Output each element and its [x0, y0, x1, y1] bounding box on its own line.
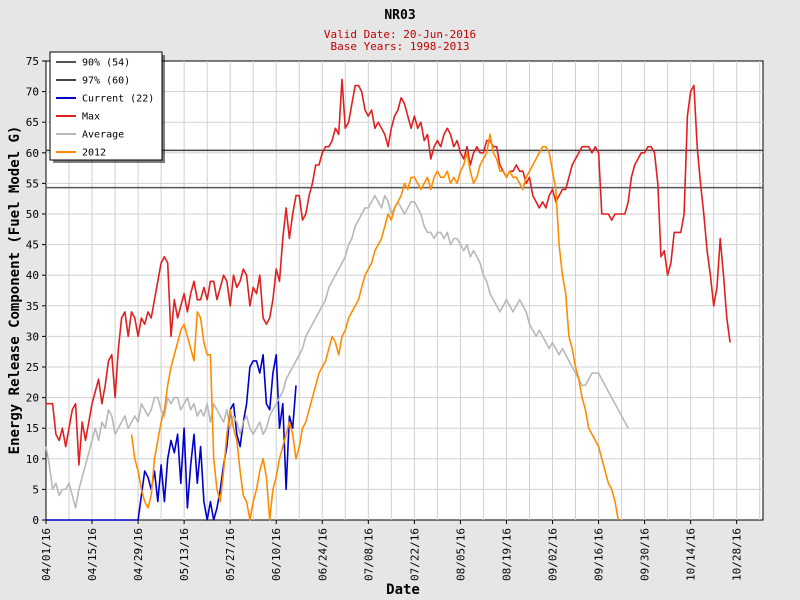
x-tick-label: 04/15/16 [86, 528, 99, 581]
y-tick-label: 15 [26, 422, 39, 435]
x-tick-label: 04/01/16 [40, 528, 53, 581]
x-tick-label: 09/02/16 [547, 528, 560, 581]
reference-lines [46, 149, 763, 189]
legend-label: 97% (60) [82, 76, 130, 87]
y-tick-label: 40 [26, 269, 39, 282]
series-line [46, 78, 731, 466]
y-tick-label: 50 [26, 208, 39, 221]
x-tick-label: 08/19/16 [500, 528, 513, 581]
y-tick-label: 30 [26, 330, 39, 343]
chart-title: NR03 [384, 8, 415, 23]
y-axis-ticks: 0 5 10 15 20 25 30 35 40 45 50 55 60 65 70 75 [26, 55, 46, 527]
chart-subtitle-valid-date: Valid Date: 20-Jun-2016 [324, 28, 476, 41]
y-tick-label: 5 [32, 483, 39, 496]
x-tick-label: 10/28/16 [731, 528, 744, 581]
y-tick-label: 55 [26, 177, 39, 190]
y-tick-label: 60 [26, 147, 39, 160]
x-axis-label: Date [386, 582, 420, 598]
legend-label: Max [82, 112, 100, 123]
x-tick-label: 07/22/16 [408, 528, 421, 581]
chart-subtitle-base-years: Base Years: 1998-2013 [330, 40, 469, 53]
x-tick-label: 05/27/16 [224, 528, 237, 581]
x-tick-label: 05/13/16 [178, 528, 191, 581]
plot-area [45, 60, 764, 521]
legend-label: Current (22) [82, 94, 154, 105]
legend: 90% (54) 97% (60) Current (22) Max Average 20… [49, 51, 165, 163]
y-tick-label: 0 [32, 514, 39, 527]
series-line [45, 194, 629, 509]
grid [46, 61, 763, 520]
y-tick-label: 10 [26, 453, 39, 466]
y-tick-label: 65 [26, 116, 39, 129]
y-tick-label: 25 [26, 361, 39, 374]
legend-label: Average [82, 130, 124, 141]
y-tick-label: 70 [26, 86, 39, 99]
y-tick-label: 35 [26, 300, 39, 313]
y-tick-label: 20 [26, 392, 39, 405]
x-tick-label: 09/30/16 [639, 528, 652, 581]
legend-box [49, 51, 163, 161]
x-tick-label: 04/29/16 [132, 528, 145, 581]
legend-label: 90% (54) [82, 58, 130, 69]
x-tick-label: 08/05/16 [454, 528, 467, 581]
series-line [130, 133, 620, 521]
y-tick-label: 75 [26, 55, 39, 68]
y-tick-label: 45 [26, 239, 39, 252]
x-tick-label: 09/16/16 [593, 528, 606, 581]
x-axis-ticks: 04/01/16 04/15/16 04/29/16 05/13/16 05/27/16… [40, 520, 744, 581]
series-line [46, 354, 297, 521]
y-axis-label: Energy Release Component (Fuel Model G) [7, 126, 23, 455]
x-tick-label: 06/24/16 [316, 528, 329, 581]
x-tick-label: 06/10/16 [270, 528, 283, 581]
legend-label: 2012 [82, 148, 106, 159]
x-tick-label: 07/08/16 [362, 528, 375, 581]
x-tick-label: 10/14/16 [685, 528, 698, 581]
series-group [45, 78, 731, 521]
